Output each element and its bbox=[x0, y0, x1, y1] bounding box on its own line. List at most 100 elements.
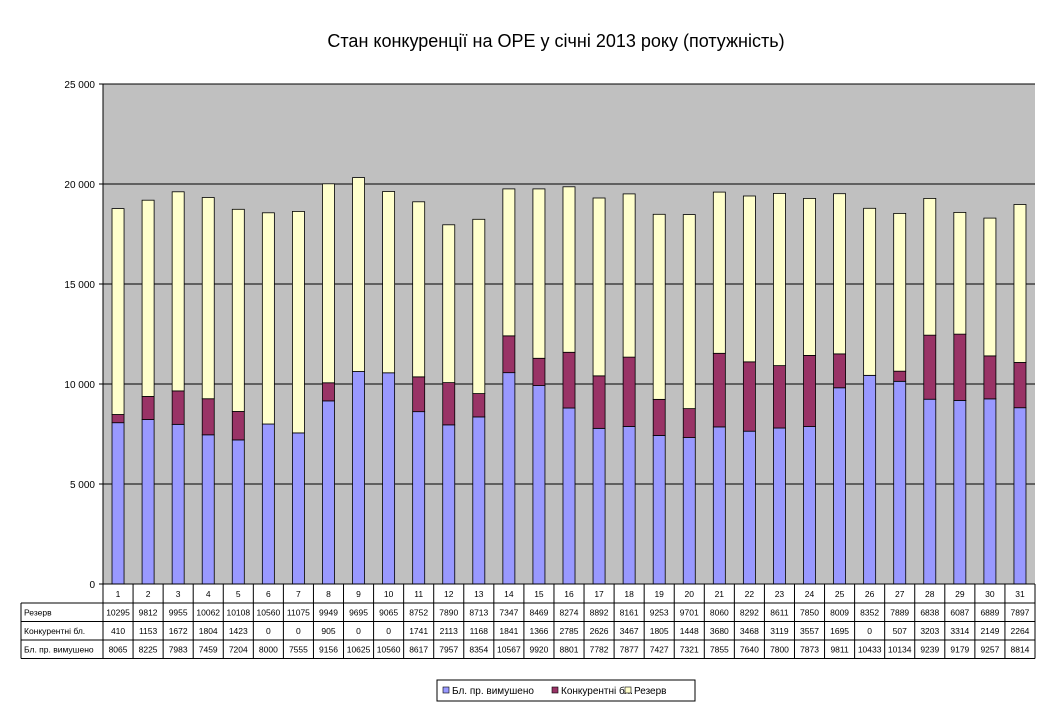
bar-segment bbox=[562, 351, 576, 409]
bar-segment bbox=[622, 426, 636, 585]
bar-segment bbox=[592, 197, 606, 377]
data-table: 1 2 3 4 5 6 7 8 9 10 11 12 13 14 15 16 17 18 19 20 21 22 23 24 2… bbox=[20, 583, 1036, 659]
category-label: 18 bbox=[624, 589, 634, 599]
bar-segment bbox=[863, 207, 877, 376]
bar-segment bbox=[682, 437, 696, 585]
data-label: 7850 bbox=[800, 608, 819, 618]
data-label: 8713 bbox=[469, 608, 488, 618]
data-label: 1366 bbox=[529, 626, 548, 636]
bar-segment bbox=[141, 419, 155, 585]
bar-segment bbox=[472, 416, 486, 585]
data-label: 8352 bbox=[860, 608, 879, 618]
data-label: 10625 bbox=[347, 645, 371, 655]
data-label: 10134 bbox=[888, 645, 912, 655]
bar-segment bbox=[773, 427, 786, 585]
y-tick-label: 5 000 bbox=[70, 480, 95, 491]
data-label: 7204 bbox=[229, 645, 248, 655]
bar-segment bbox=[742, 195, 756, 363]
data-label: 9257 bbox=[980, 645, 999, 655]
data-label: 9695 bbox=[349, 608, 368, 618]
bar-segment bbox=[742, 361, 756, 432]
bar-segment bbox=[322, 183, 335, 384]
category-label: 17 bbox=[594, 589, 604, 599]
category-label: 16 bbox=[564, 589, 574, 599]
bar-segment bbox=[532, 357, 546, 386]
bar-segment bbox=[622, 356, 636, 427]
data-label: 10433 bbox=[858, 645, 882, 655]
bar-segment bbox=[261, 212, 275, 425]
category-label: 6 bbox=[266, 589, 271, 599]
data-label: 9955 bbox=[169, 608, 188, 618]
bar-segment bbox=[472, 393, 486, 418]
data-label: 2626 bbox=[590, 626, 609, 636]
bar-segment bbox=[412, 411, 426, 585]
category-label: 28 bbox=[925, 589, 935, 599]
legend-box bbox=[436, 679, 696, 702]
bar-segment bbox=[893, 370, 907, 382]
data-label: 2264 bbox=[1011, 626, 1030, 636]
bar-segment bbox=[382, 191, 396, 374]
bar-segment bbox=[1013, 407, 1027, 585]
bar-segment bbox=[712, 191, 726, 354]
data-label: 3557 bbox=[800, 626, 819, 636]
data-label: 3119 bbox=[770, 626, 789, 636]
data-label: 7347 bbox=[499, 608, 518, 618]
data-label: 1153 bbox=[139, 626, 158, 636]
category-label: 11 bbox=[414, 589, 423, 599]
category-label: 15 bbox=[534, 589, 544, 599]
bar-segment bbox=[923, 334, 937, 400]
y-axis: 0 5 000 10 000 15 000 20 000 25 000 bbox=[64, 80, 104, 591]
bar-segment bbox=[141, 199, 155, 397]
bar-segment bbox=[322, 382, 335, 402]
bar-segment bbox=[983, 217, 997, 357]
data-label: 1804 bbox=[199, 626, 218, 636]
data-label: 3467 bbox=[620, 626, 639, 636]
bar-segment bbox=[742, 430, 756, 585]
category-label: 23 bbox=[775, 589, 785, 599]
data-label: 7890 bbox=[439, 608, 458, 618]
bar-segment bbox=[111, 414, 125, 424]
data-label: 8814 bbox=[1011, 645, 1030, 655]
bar-segment bbox=[652, 435, 666, 585]
bar-segment bbox=[532, 385, 546, 585]
data-label: 10560 bbox=[257, 608, 281, 618]
bar-segment bbox=[923, 197, 937, 336]
bar-segment bbox=[652, 398, 666, 436]
data-label: 8274 bbox=[560, 608, 579, 618]
bar-segment bbox=[442, 424, 456, 585]
bar-segment bbox=[502, 372, 516, 585]
bar-segment bbox=[953, 400, 967, 585]
data-label: 8060 bbox=[710, 608, 729, 618]
data-label: 905 bbox=[321, 626, 335, 636]
bar-segment bbox=[803, 354, 816, 427]
category-label: 13 bbox=[474, 589, 484, 599]
bar-segment bbox=[893, 380, 907, 585]
category-label: 14 bbox=[504, 589, 514, 599]
bar-segment bbox=[953, 333, 967, 401]
bar-segment bbox=[863, 374, 877, 585]
data-label: 0 bbox=[266, 626, 271, 636]
bars bbox=[111, 177, 1027, 585]
data-label: 0 bbox=[386, 626, 391, 636]
category-label: 12 bbox=[444, 589, 454, 599]
bar-segment bbox=[171, 191, 185, 392]
category-label: 30 bbox=[985, 589, 995, 599]
data-label: 9949 bbox=[319, 608, 338, 618]
category-label: 19 bbox=[654, 589, 664, 599]
data-label: 7983 bbox=[169, 645, 188, 655]
data-label: 9920 bbox=[529, 645, 548, 655]
bar-segment bbox=[171, 423, 185, 585]
bar-segment bbox=[652, 213, 666, 400]
bar-segment bbox=[292, 210, 305, 434]
y-tick-label: 15 000 bbox=[64, 280, 95, 291]
table-row-header: Конкурентні бл. bbox=[24, 626, 85, 636]
category-label: 21 bbox=[715, 589, 725, 599]
data-label: 7321 bbox=[680, 645, 699, 655]
data-label: 2149 bbox=[980, 626, 999, 636]
bar-segment bbox=[382, 372, 396, 585]
data-label: 1741 bbox=[409, 626, 428, 636]
data-label: 0 bbox=[296, 626, 301, 636]
bar-segment bbox=[1013, 204, 1027, 363]
bar-segment bbox=[682, 214, 696, 410]
